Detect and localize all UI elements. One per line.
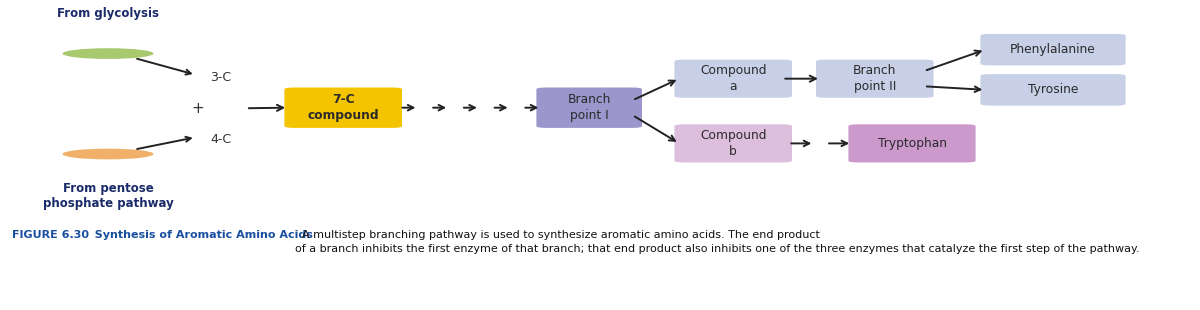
Text: Compound
b: Compound b (700, 129, 767, 158)
FancyBboxPatch shape (848, 124, 976, 162)
FancyBboxPatch shape (980, 34, 1126, 65)
Ellipse shape (62, 149, 154, 159)
FancyBboxPatch shape (674, 124, 792, 162)
Text: 7-C
compound: 7-C compound (307, 93, 379, 122)
FancyBboxPatch shape (816, 60, 934, 98)
Text: From pentose
phosphate pathway: From pentose phosphate pathway (43, 182, 173, 210)
Text: +: + (192, 101, 204, 116)
Text: FIGURE 6.30: FIGURE 6.30 (12, 230, 89, 240)
Text: Tryptophan: Tryptophan (877, 137, 947, 150)
FancyBboxPatch shape (674, 60, 792, 98)
FancyBboxPatch shape (980, 74, 1126, 106)
Text: Tyrosine: Tyrosine (1028, 83, 1078, 96)
Text: From glycolysis: From glycolysis (58, 7, 158, 20)
Text: Compound
a: Compound a (700, 64, 767, 93)
Text: 4-C: 4-C (210, 133, 232, 146)
Ellipse shape (62, 48, 154, 59)
FancyBboxPatch shape (536, 87, 642, 128)
Text: Synthesis of Aromatic Amino Acids: Synthesis of Aromatic Amino Acids (86, 230, 313, 240)
Text: Branch
point II: Branch point II (853, 64, 896, 93)
Text: 3-C: 3-C (210, 70, 232, 83)
Text: Phenylalanine: Phenylalanine (1010, 43, 1096, 56)
Text: A multistep branching pathway is used to synthesize aromatic amino acids. The en: A multistep branching pathway is used to… (295, 230, 1139, 254)
Text: Branch
point I: Branch point I (568, 93, 611, 122)
FancyBboxPatch shape (284, 87, 402, 128)
